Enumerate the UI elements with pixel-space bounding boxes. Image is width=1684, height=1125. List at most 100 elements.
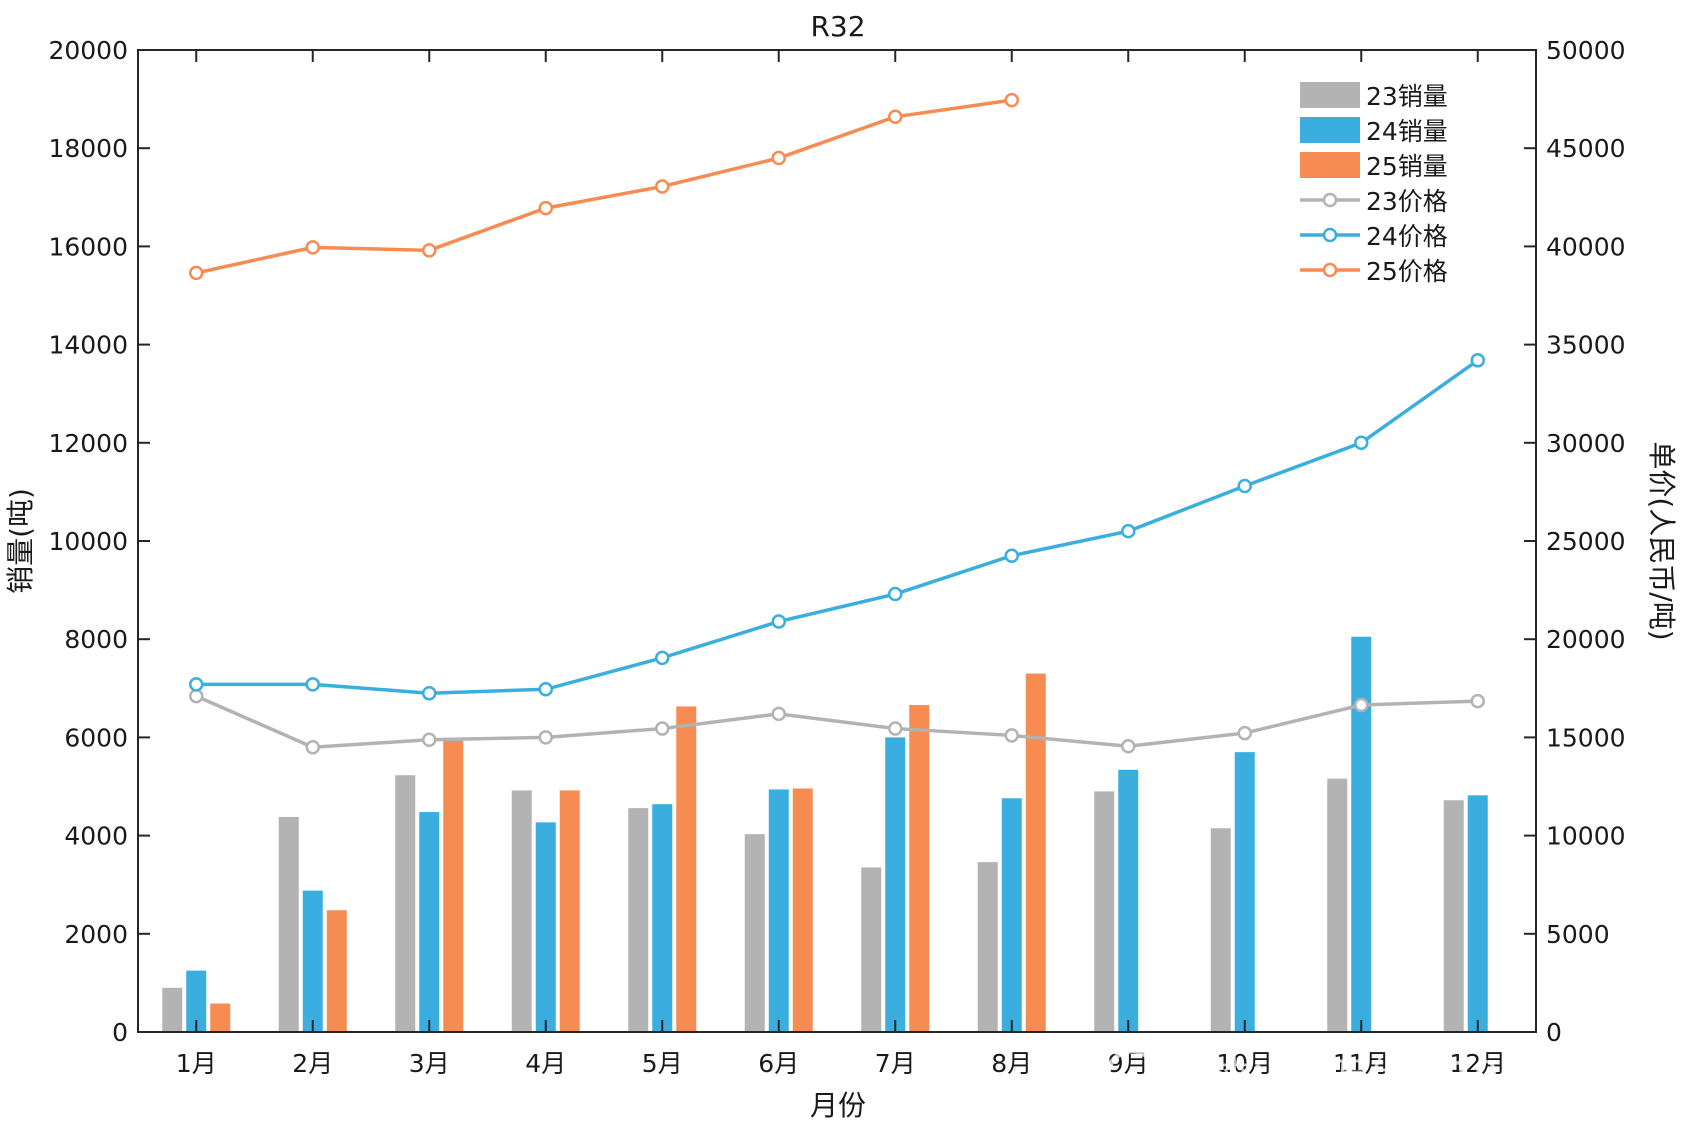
bar-24销量-8月 (1001, 798, 1022, 1032)
y-tick-label-2000: 2000 (64, 920, 128, 949)
legend-label-23价格: 23价格 (1366, 187, 1448, 216)
x-tick-label-8月: 8月 (991, 1049, 1032, 1078)
x-axis-label: 月份 (810, 1089, 866, 1122)
legend-marker-23价格 (1322, 192, 1338, 208)
y-tick-label-0: 0 (112, 1018, 128, 1047)
chart-title: R32 (810, 10, 865, 43)
bar-25销量-6月 (792, 788, 813, 1032)
bar-25销量-1月 (210, 1003, 231, 1032)
x-tick-label-3月: 3月 (409, 1049, 450, 1078)
y2-tick-label-5000: 5000 (1546, 920, 1610, 949)
y2-tick-label-40000: 40000 (1546, 232, 1626, 261)
point-23价格-11月 (1354, 697, 1369, 713)
point-23价格-5月 (655, 721, 670, 736)
bar-23销量-10月 (1210, 828, 1231, 1032)
bar-24销量-5月 (652, 804, 673, 1032)
y-tick-label-8000: 8000 (64, 625, 128, 654)
legend-label-25价格: 25价格 (1366, 257, 1448, 286)
line-25价格 (195, 98, 1012, 275)
point-24价格-7月 (888, 586, 903, 602)
point-24价格-2月 (305, 677, 320, 692)
bar-25销量-8月 (1025, 673, 1046, 1032)
bar-23销量-1月 (162, 987, 183, 1032)
bar-23销量-7月 (861, 867, 882, 1032)
bar-25销量-2月 (326, 910, 347, 1032)
bar-24销量-10月 (1234, 752, 1255, 1032)
bar-24销量-7月 (885, 737, 906, 1032)
bar-25销量-5月 (676, 706, 697, 1032)
y-tick-label-10000: 10000 (48, 527, 128, 556)
y2-tick-label-15000: 15000 (1546, 723, 1626, 752)
bar-23销量-3月 (395, 775, 416, 1032)
legend-marker-24价格 (1322, 227, 1338, 243)
point-25价格-5月 (655, 179, 670, 194)
bar-24销量-11月 (1351, 636, 1372, 1032)
bar-23销量-11月 (1327, 778, 1348, 1032)
point-23价格-12月 (1470, 693, 1485, 709)
legend-swatch-23销量 (1300, 82, 1360, 108)
x-tick-label-5月: 5月 (642, 1049, 683, 1078)
point-25价格-7月 (888, 109, 903, 125)
y2-axis-label: 单价(人民币/吨) (1645, 441, 1678, 640)
point-25价格-3月 (422, 243, 437, 258)
point-25价格-4月 (538, 200, 553, 216)
point-25价格-2月 (305, 240, 320, 255)
x-tick-label-1月: 1月 (176, 1049, 217, 1078)
legend-swatch-25销量 (1300, 152, 1360, 178)
x-tick-label-6月: 6月 (758, 1049, 799, 1078)
legend-label-23销量: 23销量 (1366, 82, 1448, 111)
y2-tick-label-30000: 30000 (1546, 429, 1626, 458)
bar-23销量-6月 (744, 834, 765, 1032)
y2-tick-label-25000: 25000 (1546, 527, 1626, 556)
y2-tick-label-35000: 35000 (1546, 331, 1626, 360)
y-tick-label-18000: 18000 (48, 134, 128, 163)
x-tick-label-11月: 11月 (1333, 1049, 1390, 1078)
point-23价格-2月 (305, 739, 320, 755)
point-24价格-9月 (1121, 523, 1136, 539)
x-tick-label-12月: 12月 (1449, 1049, 1506, 1078)
legend-label-25销量: 25销量 (1366, 152, 1448, 181)
bars-layer (162, 636, 1488, 1032)
x-tick-label-4月: 4月 (525, 1049, 566, 1078)
bar-24销量-2月 (302, 890, 323, 1032)
y-tick-label-4000: 4000 (64, 822, 128, 851)
y2-tick-label-20000: 20000 (1546, 625, 1626, 654)
bar-24销量-6月 (768, 789, 789, 1032)
ticks-layer: 0 2000 4000 6000 8000 10000 12000 14000 16000 180… (48, 36, 1625, 1078)
point-24价格-11月 (1354, 435, 1369, 451)
point-23价格-3月 (422, 732, 437, 748)
point-24价格-1月 (189, 677, 204, 692)
lines-layer (189, 92, 1485, 755)
point-24价格-8月 (1004, 548, 1019, 563)
y2-tick-label-0: 0 (1546, 1018, 1562, 1047)
line-23价格 (195, 694, 1478, 749)
bar-23销量-9月 (1094, 791, 1115, 1032)
bar-25销量-4月 (559, 790, 580, 1032)
watermark: 雪球：千万伏特100kv (1105, 1048, 1571, 1102)
y2-tick-label-50000: 50000 (1546, 36, 1626, 65)
point-23价格-1月 (189, 688, 204, 704)
bar-24销量-12月 (1467, 795, 1488, 1032)
y2-tick-label-45000: 45000 (1546, 134, 1626, 163)
point-24价格-5月 (655, 650, 670, 666)
x-tick-label-10月: 10月 (1216, 1049, 1273, 1078)
bar-23销量-4月 (511, 790, 532, 1032)
bar-23销量-5月 (628, 808, 649, 1032)
y-axis-label: 销量(吨) (4, 488, 37, 594)
y-tick-label-12000: 12000 (48, 429, 128, 458)
y-tick-label-16000: 16000 (48, 232, 128, 261)
point-24价格-12月 (1470, 353, 1485, 368)
legend: 23销量 24销量 25销量 23价格 24价格 25价格 (1300, 82, 1448, 286)
legend-label-24销量: 24销量 (1366, 117, 1448, 146)
legend-marker-25价格 (1322, 262, 1338, 278)
legend-label-24价格: 24价格 (1366, 222, 1448, 251)
point-24价格-4月 (538, 682, 553, 697)
line-24价格 (196, 358, 1479, 695)
point-23价格-4月 (538, 730, 553, 745)
bar-23销量-2月 (278, 816, 299, 1032)
bar-23销量-12月 (1443, 800, 1464, 1032)
bar-24销量-9月 (1118, 769, 1139, 1032)
point-24价格-3月 (422, 685, 437, 701)
y2-tick-label-10000: 10000 (1546, 822, 1626, 851)
